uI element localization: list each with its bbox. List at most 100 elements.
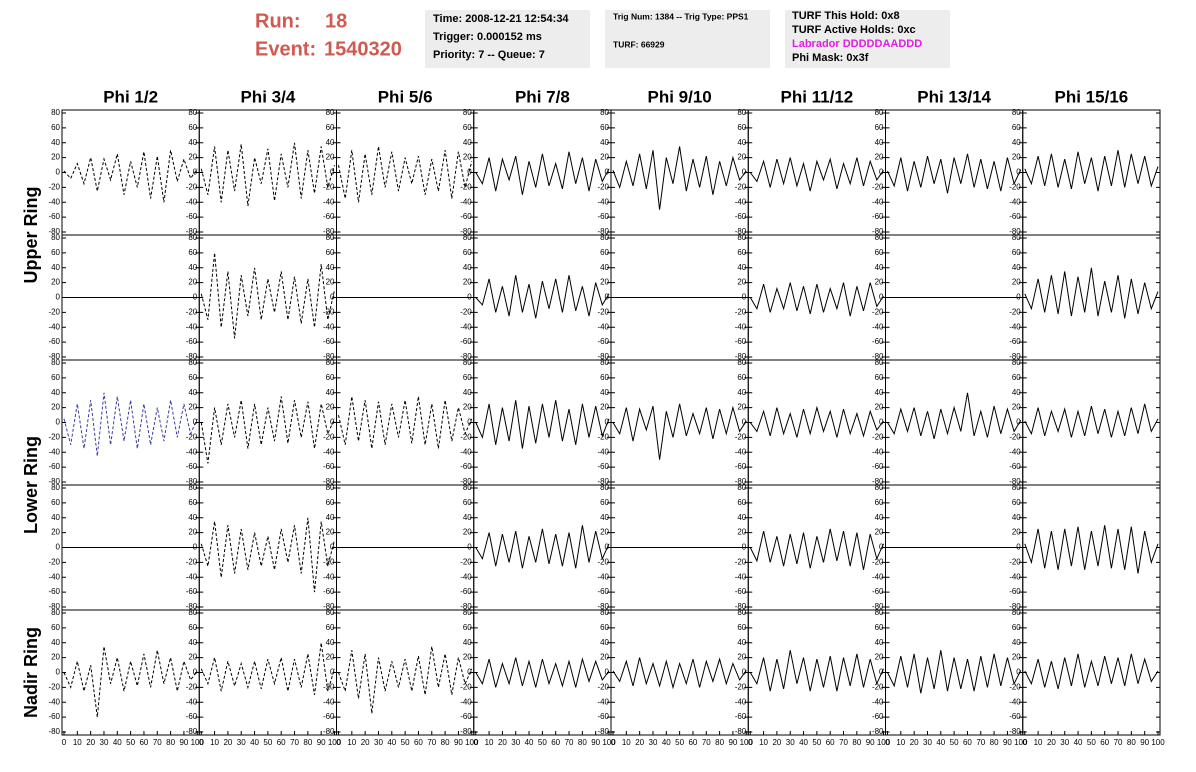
y-tick-label: -60 bbox=[597, 587, 609, 596]
y-tick-label: -20 bbox=[460, 182, 472, 191]
y-tick-label: 80 bbox=[600, 233, 609, 242]
panel-frame bbox=[1022, 484, 1161, 611]
y-tick-label: 80 bbox=[188, 608, 197, 617]
y-tick-label: 60 bbox=[463, 498, 472, 507]
y-tick-label: 60 bbox=[600, 123, 609, 132]
y-tick-label: 20 bbox=[326, 653, 335, 662]
x-tick-label: 20 bbox=[361, 738, 370, 747]
waveform bbox=[338, 146, 473, 203]
y-tick-label: -40 bbox=[872, 697, 884, 706]
y-tick-label: -80 bbox=[735, 227, 747, 236]
y-tick-label: -80 bbox=[186, 602, 198, 611]
y-tick-label: 0 bbox=[193, 418, 198, 427]
y-tick-label: -20 bbox=[872, 557, 884, 566]
y-tick-label: 0 bbox=[879, 668, 884, 677]
y-tick-label: -20 bbox=[1009, 307, 1021, 316]
panel-frame bbox=[610, 109, 749, 236]
y-tick-label: -60 bbox=[186, 212, 198, 221]
y-tick-label: 0 bbox=[1016, 668, 1021, 677]
waveform bbox=[475, 525, 610, 569]
y-tick-label: 0 bbox=[879, 543, 884, 552]
x-tick-label: 30 bbox=[786, 738, 795, 747]
x-tick-label: 10 bbox=[73, 738, 82, 747]
y-tick-label: 80 bbox=[51, 108, 60, 117]
y-tick-label: 0 bbox=[605, 668, 610, 677]
y-tick-label: -40 bbox=[460, 322, 472, 331]
y-tick-label: 60 bbox=[875, 623, 884, 632]
y-tick-label: 40 bbox=[1012, 388, 1021, 397]
panel-frame bbox=[198, 359, 337, 486]
y-tick-label: 0 bbox=[742, 543, 747, 552]
y-tick-label: 40 bbox=[326, 388, 335, 397]
y-tick-label: -20 bbox=[186, 432, 198, 441]
y-tick-label: -60 bbox=[597, 337, 609, 346]
y-tick-label: 80 bbox=[1012, 233, 1021, 242]
y-tick-label: 0 bbox=[1016, 418, 1021, 427]
y-tick-label: 40 bbox=[188, 263, 197, 272]
y-tick-label: -80 bbox=[323, 727, 335, 736]
x-tick-label: 10 bbox=[1034, 738, 1043, 747]
y-tick-label: 40 bbox=[188, 138, 197, 147]
y-tick-label: -80 bbox=[460, 477, 472, 486]
y-tick-label: 20 bbox=[51, 278, 60, 287]
panel-frame bbox=[747, 609, 886, 736]
y-tick-label: 80 bbox=[188, 358, 197, 367]
x-tick-label: 60 bbox=[963, 738, 972, 747]
y-tick-label: 20 bbox=[1012, 153, 1021, 162]
y-tick-label: 0 bbox=[56, 418, 61, 427]
y-tick-label: -80 bbox=[872, 727, 884, 736]
panel-frame bbox=[473, 359, 612, 486]
y-tick-label: -40 bbox=[597, 197, 609, 206]
y-tick-label: -60 bbox=[48, 587, 60, 596]
y-tick-label: 40 bbox=[875, 638, 884, 647]
y-tick-label: -80 bbox=[735, 477, 747, 486]
y-tick-label: 20 bbox=[326, 278, 335, 287]
y-tick-label: 40 bbox=[600, 638, 609, 647]
y-tick-label: 40 bbox=[463, 638, 472, 647]
x-tick-label: 70 bbox=[290, 738, 299, 747]
y-tick-label: 20 bbox=[875, 278, 884, 287]
y-tick-label: 0 bbox=[742, 418, 747, 427]
y-tick-label: -80 bbox=[1009, 602, 1021, 611]
y-tick-label: 40 bbox=[875, 388, 884, 397]
info-text: Labrador DDDDDAADDD bbox=[792, 38, 922, 50]
y-tick-label: 40 bbox=[326, 513, 335, 522]
panel-frame bbox=[1022, 359, 1161, 486]
y-tick-label: 0 bbox=[605, 418, 610, 427]
y-tick-label: 20 bbox=[51, 403, 60, 412]
x-tick-label: 100 bbox=[328, 738, 342, 747]
y-tick-label: 20 bbox=[326, 403, 335, 412]
x-tick-label: 70 bbox=[1114, 738, 1123, 747]
y-tick-label: -60 bbox=[460, 712, 472, 721]
y-tick-label: 80 bbox=[737, 233, 746, 242]
y-tick-label: 60 bbox=[737, 498, 746, 507]
y-tick-label: -20 bbox=[872, 432, 884, 441]
y-tick-label: 0 bbox=[605, 168, 610, 177]
y-tick-label: 0 bbox=[742, 293, 747, 302]
y-tick-label: -60 bbox=[1009, 462, 1021, 471]
y-tick-label: 40 bbox=[463, 263, 472, 272]
y-tick-label: -80 bbox=[48, 727, 60, 736]
y-tick-label: -80 bbox=[735, 727, 747, 736]
column-title: Phi 1/2 bbox=[103, 87, 158, 106]
y-tick-label: 60 bbox=[1012, 123, 1021, 132]
y-tick-label: -20 bbox=[186, 182, 198, 191]
y-tick-label: -60 bbox=[460, 462, 472, 471]
y-tick-label: 80 bbox=[875, 108, 884, 117]
y-tick-label: 60 bbox=[737, 623, 746, 632]
panel-frame bbox=[885, 109, 1024, 236]
y-tick-label: 60 bbox=[51, 623, 60, 632]
y-tick-label: 60 bbox=[600, 248, 609, 257]
y-tick-label: -20 bbox=[323, 557, 335, 566]
waveform bbox=[200, 517, 335, 593]
panel-frame bbox=[336, 109, 475, 236]
panel-frame bbox=[473, 484, 612, 611]
panel-frame bbox=[1022, 609, 1161, 736]
y-tick-label: 0 bbox=[330, 668, 335, 677]
y-tick-label: 20 bbox=[463, 528, 472, 537]
y-tick-label: -80 bbox=[1009, 352, 1021, 361]
x-tick-label: 50 bbox=[538, 738, 547, 747]
y-tick-label: 40 bbox=[188, 638, 197, 647]
y-tick-label: -40 bbox=[48, 322, 60, 331]
y-tick-label: -20 bbox=[735, 307, 747, 316]
